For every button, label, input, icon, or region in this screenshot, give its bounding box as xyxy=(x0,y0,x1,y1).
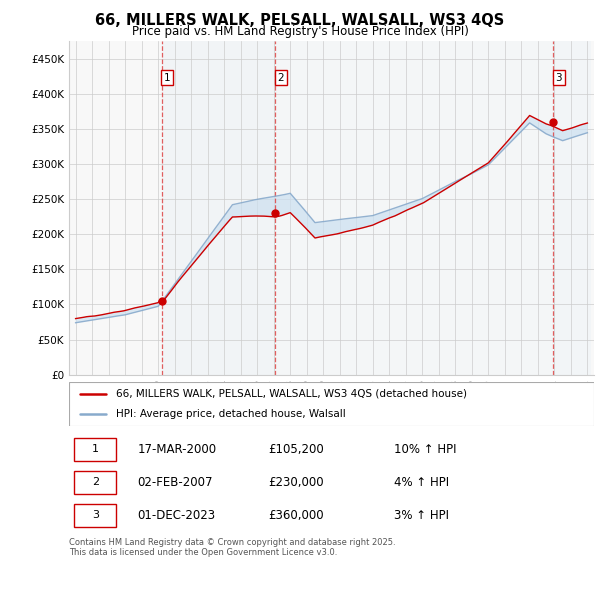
FancyBboxPatch shape xyxy=(74,438,116,461)
Bar xyxy=(275,41,553,375)
Text: 4% ↑ HPI: 4% ↑ HPI xyxy=(395,476,449,489)
Text: Price paid vs. HM Land Registry's House Price Index (HPI): Price paid vs. HM Land Registry's House … xyxy=(131,25,469,38)
Text: 10% ↑ HPI: 10% ↑ HPI xyxy=(395,442,457,456)
Text: 66, MILLERS WALK, PELSALL, WALSALL, WS3 4QS (detached house): 66, MILLERS WALK, PELSALL, WALSALL, WS3 … xyxy=(116,389,467,399)
Text: Contains HM Land Registry data © Crown copyright and database right 2025.
This d: Contains HM Land Registry data © Crown c… xyxy=(69,538,395,558)
Text: 01-DEC-2023: 01-DEC-2023 xyxy=(137,509,215,522)
Bar xyxy=(161,41,275,375)
Text: 3: 3 xyxy=(556,73,562,83)
Bar xyxy=(553,41,590,375)
FancyBboxPatch shape xyxy=(74,471,116,494)
Text: 3: 3 xyxy=(92,510,99,520)
Text: £360,000: £360,000 xyxy=(269,509,324,522)
FancyBboxPatch shape xyxy=(74,504,116,527)
Text: £105,200: £105,200 xyxy=(269,442,324,456)
Text: 66, MILLERS WALK, PELSALL, WALSALL, WS3 4QS: 66, MILLERS WALK, PELSALL, WALSALL, WS3 … xyxy=(95,13,505,28)
Text: 17-MAR-2000: 17-MAR-2000 xyxy=(137,442,217,456)
Text: 3% ↑ HPI: 3% ↑ HPI xyxy=(395,509,449,522)
Text: 02-FEB-2007: 02-FEB-2007 xyxy=(137,476,213,489)
Text: 2: 2 xyxy=(92,477,99,487)
Text: HPI: Average price, detached house, Walsall: HPI: Average price, detached house, Wals… xyxy=(116,409,346,419)
Text: 2: 2 xyxy=(278,73,284,83)
Text: £230,000: £230,000 xyxy=(269,476,324,489)
Text: 1: 1 xyxy=(164,73,171,83)
Text: 1: 1 xyxy=(92,444,99,454)
